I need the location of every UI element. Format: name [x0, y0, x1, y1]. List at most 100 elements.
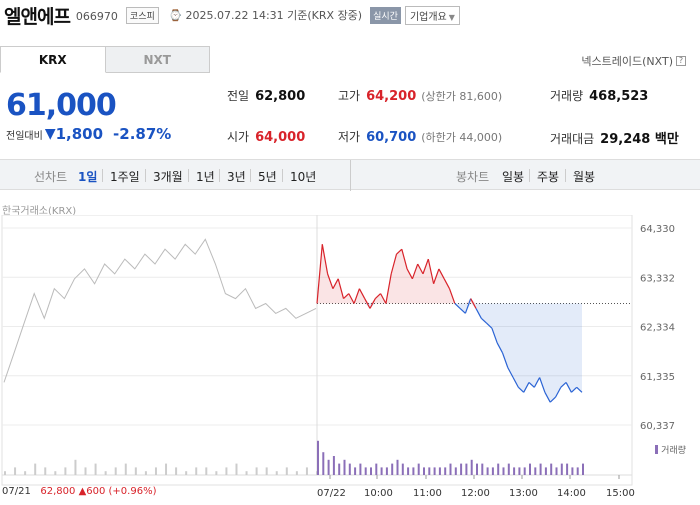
tab-krx[interactable]: KRX — [0, 46, 106, 73]
stat-low: 저가 60,700 (하한가 44,000) — [338, 128, 502, 145]
company-info-dropdown[interactable]: 기업개요 ▼ — [404, 5, 460, 25]
chart-frame — [1, 215, 633, 486]
tab-nxt[interactable]: NXT — [105, 46, 210, 73]
help-icon[interactable]: ? — [676, 56, 686, 66]
x-tick-label: 13:00 — [509, 488, 538, 499]
stat-high: 고가 64,200 (상한가 81,600) — [338, 87, 502, 104]
candle-weekly[interactable]: 주봉 — [537, 170, 560, 184]
company-info-label: 기업개요 — [409, 11, 447, 23]
today-line-segment — [528, 381, 535, 388]
x-tick-label: 14:00 — [557, 488, 586, 499]
today-line-segment — [486, 322, 493, 329]
stat-label: 고가 — [338, 89, 361, 103]
change-value: 1,800 — [55, 125, 104, 143]
volume-bar — [412, 467, 415, 475]
today-line-segment — [369, 298, 376, 309]
volume-bar — [154, 467, 157, 475]
today-line-segment — [512, 377, 519, 388]
period-3m[interactable]: 3개월 — [153, 170, 183, 184]
today-line-segment — [491, 327, 498, 344]
today-line-segment — [385, 273, 392, 304]
volume-bar — [235, 463, 238, 475]
prev-price: 62,800 — [40, 486, 76, 497]
y-tick-label: 63,332 — [640, 273, 675, 284]
volume-bar — [385, 467, 388, 475]
volume-legend-label: 거래량 — [661, 446, 686, 456]
volume-bar — [245, 471, 248, 475]
today-line-segment — [523, 382, 530, 393]
stat-value: 468,523 — [589, 89, 649, 104]
y-tick-label: 62,334 — [640, 323, 675, 334]
today-line-segment — [321, 244, 329, 274]
volume-bar — [576, 467, 579, 475]
y-tick-label: 61,335 — [640, 372, 675, 383]
price-change: 전일대비 ▼ 1,800 -2.87% — [6, 125, 171, 143]
volume-bar — [84, 467, 87, 475]
volume-bar — [401, 463, 404, 475]
y-tick-label: 64,330 — [640, 224, 675, 235]
today-line-segment — [417, 263, 424, 275]
volume-bar — [195, 467, 198, 475]
prev-day-line — [3, 238, 317, 383]
today-line-segment — [443, 278, 451, 289]
stat-value: 29,248 백만 — [600, 132, 679, 147]
divider — [282, 169, 283, 182]
period-5y[interactable]: 5년 — [258, 170, 277, 184]
candle-monthly[interactable]: 월봉 — [573, 170, 596, 184]
today-line-segment — [358, 288, 366, 299]
divider — [529, 169, 530, 182]
volume-bar — [175, 467, 178, 475]
today-line-segment — [422, 258, 429, 275]
nxt-trade-link[interactable]: 넥스트레이드(NXT) ? — [581, 53, 686, 69]
today-line-segment — [576, 386, 583, 393]
volume-bar — [255, 467, 258, 475]
today-line-segment — [475, 308, 482, 319]
today-line-segment — [353, 288, 360, 304]
candle-daily[interactable]: 일봉 — [502, 170, 525, 184]
volume-bar — [215, 471, 218, 475]
volume-bar — [124, 463, 127, 475]
volume-swatch — [655, 445, 659, 454]
stock-code: 066970 — [75, 10, 118, 23]
stat-value: 62,800 — [255, 89, 306, 104]
period-10y[interactable]: 10년 — [290, 170, 317, 184]
volume-bar — [24, 471, 27, 475]
price-chart[interactable]: 64,330 63,332 62,334 61,335 60,337 07/22 10:00… — [0, 215, 700, 505]
divider — [565, 169, 566, 182]
volume-bar — [305, 467, 308, 475]
prev-pct: (+0.96%) — [108, 486, 157, 497]
volume-bar — [481, 463, 484, 475]
today-line-segment — [364, 298, 371, 309]
volume-bar — [265, 467, 268, 475]
stat-prev-close: 전일 62,800 — [227, 87, 305, 104]
volume-bar — [391, 463, 394, 475]
current-price: 61,000 — [6, 88, 117, 123]
today-line-segment — [380, 293, 387, 304]
prev-day-summary: 07/21 62,800 ▲600 (+0.96%) — [2, 486, 156, 497]
period-1w[interactable]: 1주일 — [110, 170, 140, 184]
volume-bar — [497, 463, 500, 475]
period-1y[interactable]: 1년 — [196, 170, 215, 184]
volume-bar — [550, 463, 553, 475]
period-1d[interactable]: 1일 — [78, 170, 98, 184]
volume-bar — [449, 463, 452, 475]
divider — [102, 169, 103, 182]
divider — [250, 169, 251, 182]
stat-label: 시가 — [227, 130, 250, 144]
stat-open: 시가 64,000 — [227, 128, 305, 145]
today-line-segment — [454, 303, 461, 309]
today-line-segment — [448, 288, 456, 304]
volume-bar — [4, 471, 6, 475]
stat-volume: 거래량 468,523 — [550, 87, 648, 104]
change-percent: -2.87% — [113, 125, 172, 143]
x-tick-label: 12:00 — [461, 488, 490, 499]
today-line-segment — [433, 268, 440, 284]
volume-bar — [64, 467, 67, 475]
stat-sub: (하한가 44,000) — [421, 131, 503, 144]
volume-bar — [327, 459, 330, 475]
stat-value: 60,700 — [366, 130, 417, 145]
realtime-badge[interactable]: 실시간 — [370, 6, 401, 24]
period-3y[interactable]: 3년 — [227, 170, 246, 184]
volume-bar — [338, 463, 341, 475]
today-line-segment — [411, 263, 419, 280]
